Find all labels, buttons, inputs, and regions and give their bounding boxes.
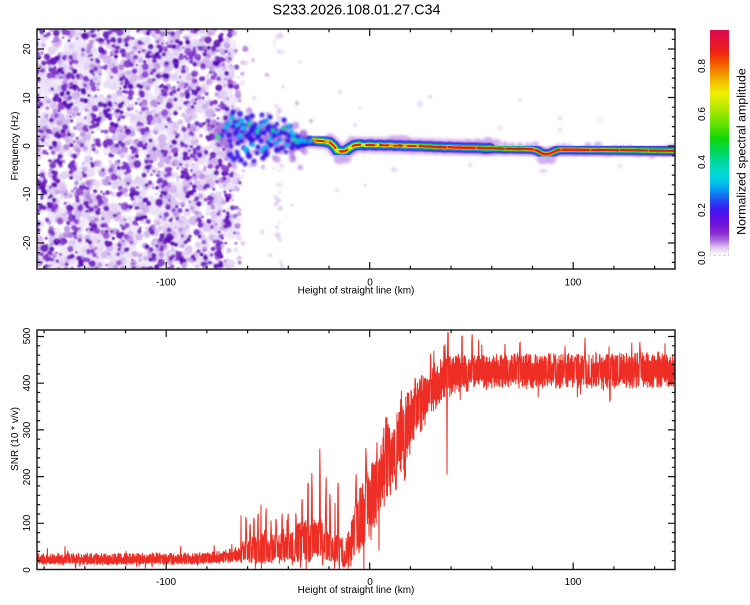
svg-text:0.0: 0.0: [697, 251, 708, 265]
svg-text:100: 100: [565, 277, 582, 288]
svg-text:0: 0: [367, 577, 373, 588]
svg-text:10: 10: [22, 92, 33, 104]
svg-text:Height of straight line (km): Height of straight line (km): [298, 285, 415, 296]
svg-text:0.4: 0.4: [697, 155, 708, 169]
svg-text:SNR (10 * v/v): SNR (10 * v/v): [10, 407, 21, 471]
svg-text:0: 0: [367, 277, 373, 288]
svg-text:0.6: 0.6: [697, 107, 708, 121]
svg-text:S233.2026.108.01.27.C34: S233.2026.108.01.27.C34: [272, 2, 440, 18]
svg-text:-10: -10: [22, 186, 33, 201]
svg-text:200: 200: [22, 468, 33, 485]
svg-text:-100: -100: [156, 577, 176, 588]
svg-text:-20: -20: [22, 235, 33, 250]
svg-text:Frequency (Hz): Frequency (Hz): [10, 112, 21, 181]
svg-text:0.8: 0.8: [697, 59, 708, 73]
svg-text:0: 0: [22, 143, 33, 149]
svg-text:400: 400: [22, 374, 33, 391]
svg-text:Normalized spectral amplitude: Normalized spectral amplitude: [735, 68, 749, 235]
svg-text:100: 100: [565, 577, 582, 588]
svg-text:500: 500: [22, 327, 33, 344]
svg-text:100: 100: [22, 514, 33, 531]
svg-text:0.2: 0.2: [697, 203, 708, 217]
svg-text:Height of straight line (km): Height of straight line (km): [298, 585, 415, 596]
svg-text:20: 20: [22, 43, 33, 55]
svg-text:300: 300: [22, 421, 33, 438]
svg-text:-100: -100: [156, 277, 176, 288]
svg-text:0: 0: [22, 567, 33, 573]
